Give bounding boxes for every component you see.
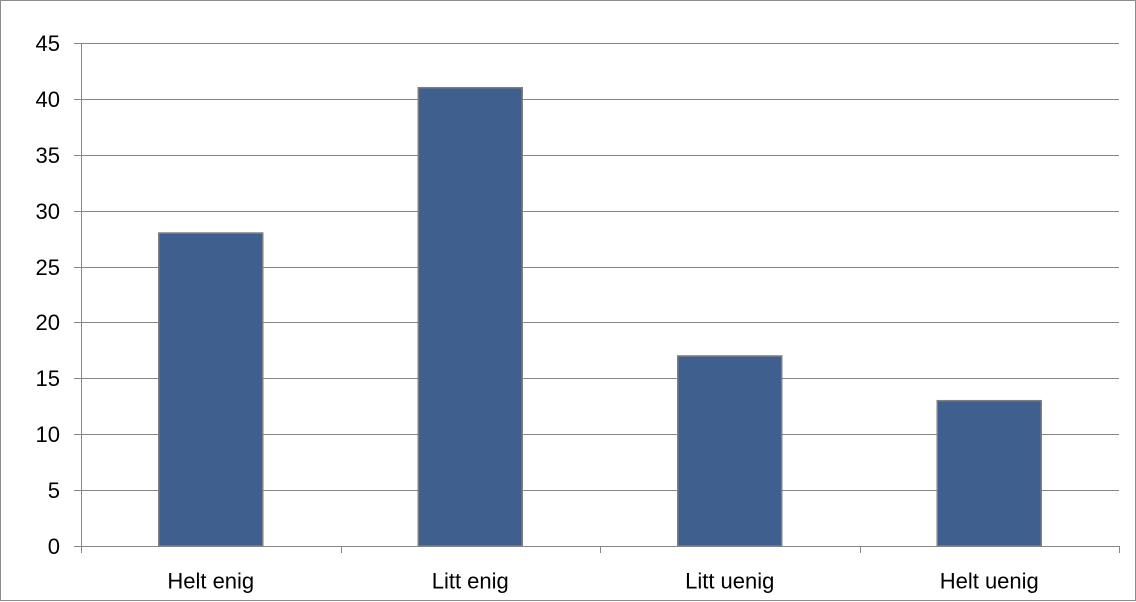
bars [158, 86, 1042, 547]
bar-helt-uenig [936, 399, 1042, 547]
y-tick-label-45: 45 [36, 31, 60, 56]
y-tick-label-40: 40 [36, 87, 60, 112]
axes [74, 43, 1120, 553]
y-tick-label-20: 20 [36, 310, 60, 335]
y-tick-label-5: 5 [48, 478, 60, 503]
y-tick-label-10: 10 [36, 422, 60, 447]
x-tick-label-litt-uenig: Litt uenig [685, 569, 774, 594]
x-tick-label-litt-enig: Litt enig [432, 569, 509, 594]
x-tick-label-helt-uenig: Helt uenig [940, 569, 1039, 594]
y-axis-tick-labels: 0 5 10 15 20 25 30 35 40 45 [36, 31, 60, 559]
y-tick-label-15: 15 [36, 366, 60, 391]
x-axis-tick-labels: Helt enig Litt enig Litt uenig Helt uenig [167, 569, 1038, 594]
bar-helt-enig [158, 232, 264, 547]
y-tick-label-30: 30 [36, 199, 60, 224]
bar-litt-uenig [677, 355, 783, 547]
y-tick-label-35: 35 [36, 143, 60, 168]
x-tick-label-helt-enig: Helt enig [167, 569, 254, 594]
y-tick-label-25: 25 [36, 255, 60, 280]
bar-litt-enig [417, 86, 523, 547]
y-tick-label-0: 0 [48, 534, 60, 559]
